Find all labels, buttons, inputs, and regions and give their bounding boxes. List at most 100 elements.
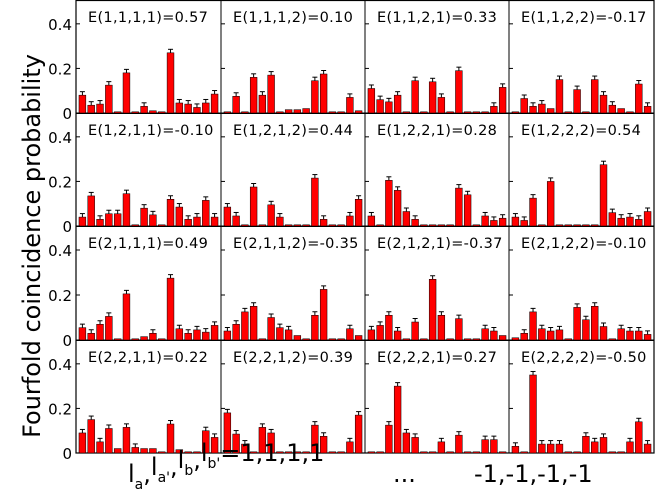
bar bbox=[122, 193, 131, 227]
bar bbox=[446, 224, 454, 227]
bar bbox=[166, 199, 175, 227]
bar bbox=[490, 439, 498, 454]
bar bbox=[529, 197, 537, 227]
bar bbox=[284, 329, 293, 341]
bar bbox=[149, 448, 157, 454]
panel-1,2,1,1=-0.10: 0 0.2 0.4 E(1,2,1,1)=-0.10 bbox=[48, 113, 222, 236]
bar bbox=[354, 335, 363, 341]
bar bbox=[175, 206, 184, 227]
bar bbox=[158, 224, 166, 227]
bar bbox=[140, 106, 148, 114]
bar bbox=[166, 52, 175, 114]
panel-title: E(1,1,2,1)=0.33 bbox=[377, 10, 497, 26]
bar bbox=[490, 106, 498, 114]
bar bbox=[258, 224, 267, 227]
bar bbox=[258, 338, 267, 341]
bar bbox=[346, 328, 354, 341]
bar bbox=[87, 333, 95, 341]
bar bbox=[555, 224, 564, 227]
bar bbox=[319, 219, 328, 227]
y-tick-label: 0.4 bbox=[48, 16, 72, 34]
bar bbox=[210, 325, 219, 341]
bar bbox=[573, 451, 581, 454]
bar bbox=[276, 451, 284, 454]
bar bbox=[284, 109, 293, 114]
bar bbox=[591, 441, 599, 454]
bar bbox=[105, 213, 113, 227]
bar bbox=[249, 451, 258, 454]
bar bbox=[328, 451, 337, 454]
bar bbox=[78, 327, 87, 341]
bar bbox=[354, 110, 363, 114]
bar bbox=[302, 108, 310, 114]
bar bbox=[367, 329, 376, 341]
bar bbox=[241, 224, 249, 227]
bar bbox=[293, 224, 302, 227]
bar bbox=[140, 336, 148, 341]
bar bbox=[113, 213, 122, 227]
bar bbox=[87, 104, 95, 114]
bar bbox=[158, 111, 166, 114]
panel-title: E(2,1,2,2)=-0.10 bbox=[521, 236, 647, 252]
bar bbox=[122, 427, 131, 454]
bar bbox=[511, 337, 520, 341]
bar bbox=[546, 330, 555, 341]
bar bbox=[175, 102, 184, 114]
bar bbox=[538, 103, 546, 114]
bar bbox=[337, 338, 345, 341]
panel-title: E(1,2,2,1)=0.28 bbox=[377, 123, 497, 139]
bar bbox=[591, 79, 599, 114]
panel-title: E(2,2,2,1)=0.27 bbox=[377, 350, 497, 366]
bar bbox=[258, 94, 267, 114]
x-axis-end-label: -1,-1,-1,-1 bbox=[474, 460, 593, 488]
bar bbox=[538, 224, 546, 227]
bar bbox=[481, 439, 489, 454]
bar bbox=[131, 111, 139, 114]
bar bbox=[529, 374, 537, 454]
panel-title: E(2,1,2,1)=-0.37 bbox=[377, 236, 503, 252]
bar bbox=[367, 215, 376, 227]
bar bbox=[555, 79, 564, 114]
bar bbox=[193, 329, 201, 341]
bar bbox=[472, 111, 481, 114]
bar bbox=[626, 441, 634, 454]
bar bbox=[446, 338, 454, 341]
bar bbox=[608, 104, 617, 114]
bar bbox=[511, 216, 520, 227]
bar bbox=[96, 324, 104, 341]
bar bbox=[599, 326, 608, 341]
bar bbox=[520, 451, 528, 454]
panel-title: E(1,1,2,2)=-0.17 bbox=[521, 10, 647, 26]
bar bbox=[311, 80, 319, 114]
bar bbox=[635, 330, 643, 341]
bar bbox=[385, 180, 393, 227]
bar bbox=[635, 219, 643, 227]
bar bbox=[113, 448, 122, 454]
panel-title: E(1,1,1,1)=0.57 bbox=[88, 10, 208, 26]
bar bbox=[455, 187, 463, 227]
bar bbox=[428, 279, 437, 341]
bar bbox=[328, 338, 337, 341]
bar bbox=[367, 88, 376, 114]
bar bbox=[302, 224, 310, 227]
bar bbox=[546, 108, 555, 114]
bar bbox=[96, 103, 104, 114]
bar bbox=[573, 224, 581, 227]
bar bbox=[498, 335, 507, 341]
bar bbox=[149, 110, 157, 114]
bar bbox=[202, 200, 210, 227]
bar bbox=[202, 102, 210, 114]
bar bbox=[131, 224, 139, 227]
bar bbox=[346, 215, 354, 227]
bar bbox=[337, 111, 345, 114]
x-axis-ellipsis: ... bbox=[393, 460, 416, 488]
bar bbox=[402, 111, 411, 114]
bar bbox=[608, 338, 617, 341]
bar bbox=[564, 451, 572, 454]
y-tick-label: 0 bbox=[62, 332, 72, 350]
bar bbox=[87, 419, 95, 454]
bar bbox=[223, 330, 232, 341]
bar bbox=[564, 111, 572, 114]
y-tick-label: 0 bbox=[62, 218, 72, 236]
bar bbox=[437, 97, 446, 114]
